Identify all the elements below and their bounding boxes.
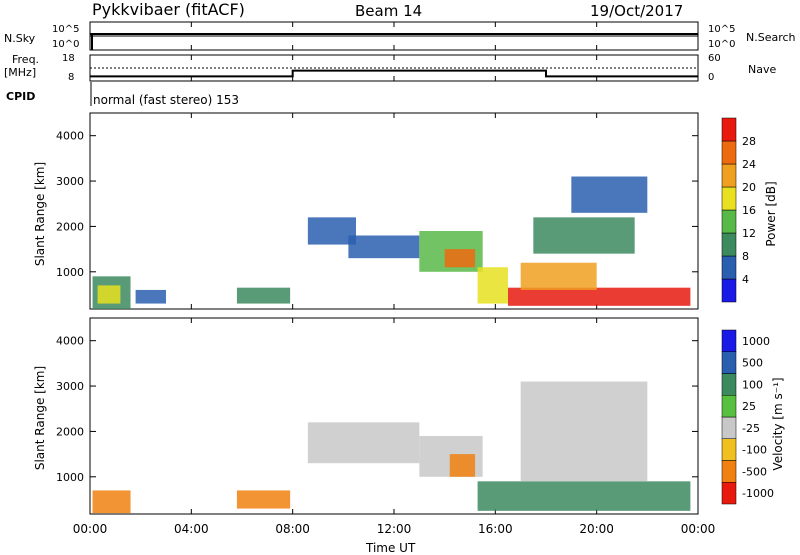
velocity-colorbar-label: 100 [742, 378, 763, 391]
power-colorbar-cell [721, 186, 737, 211]
power-colorbar-label: 24 [742, 158, 756, 171]
nave-tick-high: 60 [708, 53, 721, 64]
power-region [348, 235, 420, 259]
power-region [571, 176, 648, 213]
velocity-region [520, 381, 648, 482]
power-region [97, 285, 121, 304]
power-range-tick-label: 1000 [56, 266, 84, 279]
velocity-colorbar-label: 1000 [742, 335, 770, 348]
power-region [477, 267, 508, 304]
freq-tick-low: 8 [68, 72, 75, 83]
velocity-region [236, 490, 291, 509]
n-sky-tick-low: 10^0 [52, 39, 80, 50]
time-tick-label: 04:00 [174, 522, 209, 536]
velocity-colorbar-cell [721, 329, 737, 352]
power-colorbar-label: 20 [742, 181, 756, 194]
power-region [533, 217, 635, 254]
power-colorbar-cell [721, 209, 737, 234]
power-colorbar-cell [721, 232, 737, 257]
date-title: 19/Oct/2017 [590, 2, 684, 20]
n-search-label: N.Search [746, 31, 796, 44]
time-tick-label: 00:00 [681, 522, 716, 536]
time-axis-title: Time UT [366, 541, 416, 555]
power-region [135, 289, 166, 304]
n-sky-tick-high: 10^5 [52, 24, 80, 35]
velocity-colorbar-cell [721, 373, 737, 396]
velocity-region [449, 454, 476, 477]
power-range-tick-label: 2000 [56, 220, 84, 233]
power-colorbar-label: 28 [742, 135, 756, 148]
cpid-label: CPID [6, 90, 36, 103]
nave-tick-low: 0 [708, 72, 715, 83]
velocity-colorbar-label: 500 [742, 357, 763, 370]
power-colorbar-cell [721, 117, 737, 142]
power-colorbar-cell [721, 140, 737, 165]
velocity-colorbar-cell [721, 351, 737, 374]
freq-unit-label: [MHz] [4, 66, 37, 79]
cpid-value: normal (fast stereo) 153 [93, 93, 240, 107]
time-tick-label: 08:00 [275, 522, 310, 536]
velocity-colorbar-cell [721, 482, 737, 505]
velocity-colorbar-cell [721, 395, 737, 418]
nave-label: Nave [748, 63, 777, 76]
freq-tick-high: 18 [62, 53, 75, 64]
velocity-colorbar-label: -100 [742, 444, 767, 457]
power-range-tick-label: 3000 [56, 175, 84, 188]
power-colorbar-label: 16 [742, 204, 756, 217]
time-tick-label: 20:00 [579, 522, 614, 536]
velocity-region [307, 422, 420, 464]
time-tick-label: 16:00 [478, 522, 513, 536]
power-colorbar-cell [721, 255, 737, 280]
time-tick-label: 12:00 [377, 522, 412, 536]
power-region [508, 287, 691, 306]
beam-title: Beam 14 [355, 2, 423, 20]
power-region [520, 262, 597, 290]
power-region [307, 217, 356, 245]
velocity-colorbar-label: -1000 [742, 487, 774, 500]
time-tick-label: 00:00 [73, 522, 108, 536]
velocity-range-tick-label: 4000 [56, 335, 84, 348]
power-region [444, 249, 476, 268]
freq-label: Freq. [12, 53, 40, 66]
power-colorbar-cell [721, 278, 737, 303]
velocity-range-tick-label: 2000 [56, 425, 84, 438]
station-title: Pykkvibaer (fitACF) [92, 0, 245, 19]
power-region [236, 287, 291, 304]
n-sky-label: N.Sky [4, 32, 36, 45]
velocity-colorbar-label: -500 [742, 465, 767, 478]
power-colorbar-label: 4 [742, 273, 749, 286]
velocity-colorbar-label: -25 [742, 422, 760, 435]
velocity-colorbar-cell [721, 438, 737, 461]
power-colorbar-label: 12 [742, 227, 756, 240]
velocity-range-tick-label: 1000 [56, 471, 84, 484]
power-range-tick-label: 4000 [56, 130, 84, 143]
velocity-colorbar-cell [721, 460, 737, 483]
velocity-range-tick-label: 3000 [56, 380, 84, 393]
power-colorbar-label: 8 [742, 250, 749, 263]
velocity-region [92, 490, 131, 514]
n-search-tick-high: 10^5 [708, 24, 736, 35]
power-colorbar-cell [721, 163, 737, 188]
velocity-colorbar-label: 25 [742, 400, 756, 413]
frequency-trace [90, 69, 698, 78]
n-search-tick-low: 10^0 [708, 39, 736, 50]
velocity-colorbar-cell [721, 416, 737, 439]
velocity-region [477, 481, 691, 511]
